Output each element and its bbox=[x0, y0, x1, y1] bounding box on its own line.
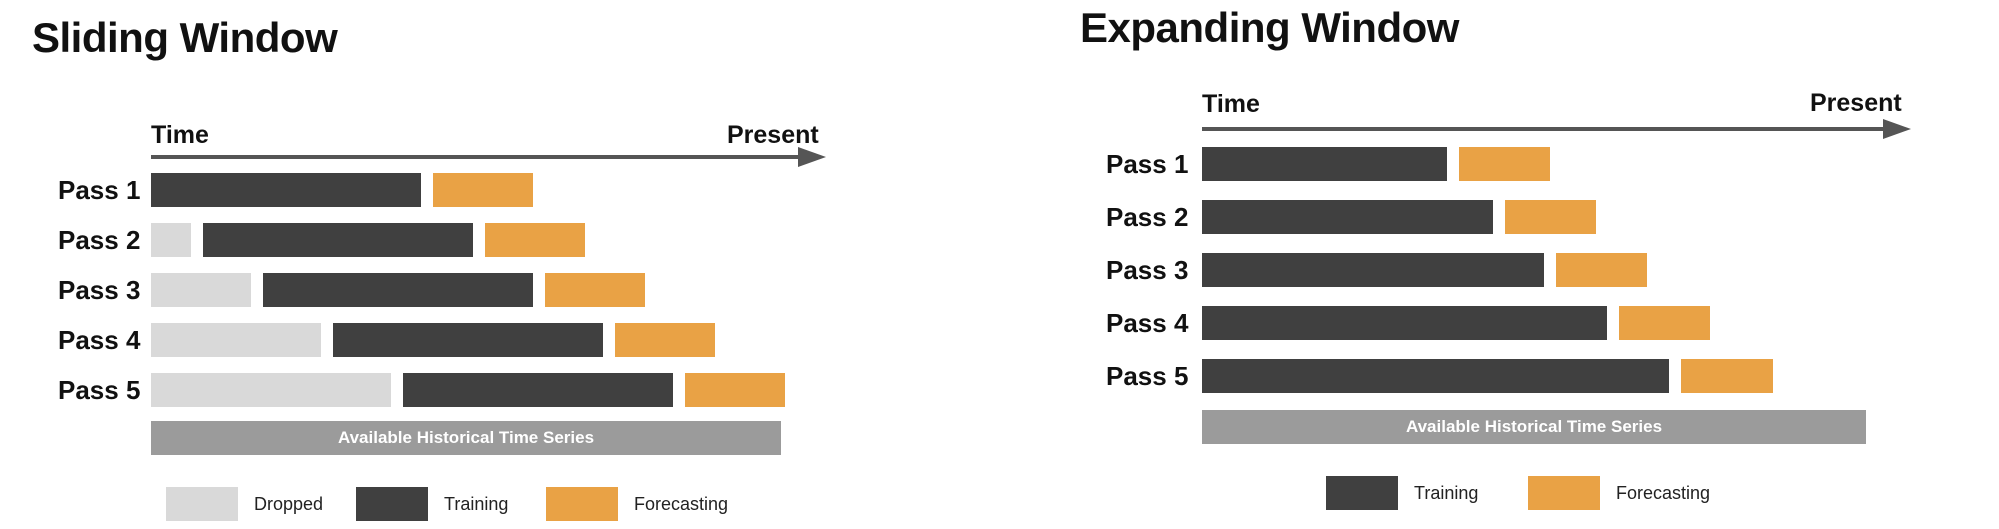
training-segment bbox=[403, 373, 673, 407]
forecasting-segment bbox=[545, 273, 645, 307]
sliding-pass-label: Pass 5 bbox=[58, 375, 141, 405]
training-segment bbox=[263, 273, 533, 307]
expanding-window-title: Expanding Window bbox=[1080, 4, 1459, 51]
expanding-pass-label: Pass 1 bbox=[1106, 149, 1189, 179]
dropped-segment bbox=[151, 373, 391, 407]
forecasting-segment bbox=[1556, 253, 1648, 287]
sliding-window-panel: Sliding Window Time Present Pass 1 Pass 2… bbox=[32, 14, 826, 521]
dropped-segment bbox=[151, 323, 321, 357]
training-segment bbox=[1202, 359, 1670, 393]
expanding-present-label: Present bbox=[1810, 89, 1902, 117]
legend-label-training: Training bbox=[1414, 483, 1479, 503]
expanding-pass-label: Pass 4 bbox=[1106, 308, 1189, 338]
forecasting-segment bbox=[685, 373, 785, 407]
sliding-history-bar: Available Historical Time Series bbox=[151, 421, 781, 455]
sliding-pass-label: Pass 2 bbox=[58, 225, 141, 255]
legend-swatch-training bbox=[356, 487, 428, 521]
expanding-history-bar: Available Historical Time Series bbox=[1202, 410, 1866, 444]
legend-swatch-dropped bbox=[166, 487, 238, 521]
training-segment bbox=[1202, 200, 1493, 234]
forecasting-segment bbox=[615, 323, 715, 357]
forecasting-segment bbox=[485, 223, 585, 257]
forecasting-segment bbox=[1681, 359, 1773, 393]
sliding-window-title: Sliding Window bbox=[32, 14, 338, 61]
training-segment bbox=[1202, 253, 1544, 287]
expanding-window-panel: Expanding Window Time Present Pass 1 Pass… bbox=[1000, 0, 1999, 529]
expanding-axis-arrowhead bbox=[1883, 119, 1911, 139]
sliding-pass-label: Pass 4 bbox=[58, 325, 141, 355]
expanding-pass-label: Pass 3 bbox=[1106, 255, 1189, 285]
expanding-time-label: Time bbox=[1202, 90, 1260, 118]
legend-label-forecasting: Forecasting bbox=[1616, 483, 1711, 503]
dropped-segment bbox=[151, 223, 191, 257]
expanding-time-axis bbox=[1202, 127, 1888, 131]
forecasting-segment bbox=[1504, 200, 1596, 234]
legend-swatch-training bbox=[1326, 476, 1398, 510]
sliding-axis-arrowhead bbox=[798, 147, 826, 167]
training-segment bbox=[203, 223, 473, 257]
expanding-pass-label: Pass 5 bbox=[1106, 361, 1189, 391]
legend-swatch-forecasting bbox=[546, 487, 618, 521]
training-segment bbox=[1202, 306, 1607, 340]
dropped-segment bbox=[151, 273, 251, 307]
training-segment bbox=[1202, 147, 1448, 181]
legend-swatch-forecasting bbox=[1528, 476, 1600, 510]
forecasting-segment bbox=[433, 173, 533, 207]
sliding-time-label: Time bbox=[151, 121, 209, 149]
sliding-time-axis bbox=[151, 155, 803, 159]
training-segment bbox=[151, 173, 421, 207]
legend-label-training: Training bbox=[444, 494, 509, 514]
training-segment bbox=[333, 323, 603, 357]
forecasting-segment bbox=[1618, 306, 1710, 340]
sliding-present-label: Present bbox=[727, 121, 819, 149]
sliding-pass-label: Pass 3 bbox=[58, 275, 141, 305]
legend-label-dropped: Dropped bbox=[254, 494, 324, 514]
sliding-pass-label: Pass 1 bbox=[58, 175, 141, 205]
legend-label-forecasting: Forecasting bbox=[634, 494, 729, 514]
forecasting-segment bbox=[1459, 147, 1551, 181]
expanding-pass-label: Pass 2 bbox=[1106, 202, 1189, 232]
